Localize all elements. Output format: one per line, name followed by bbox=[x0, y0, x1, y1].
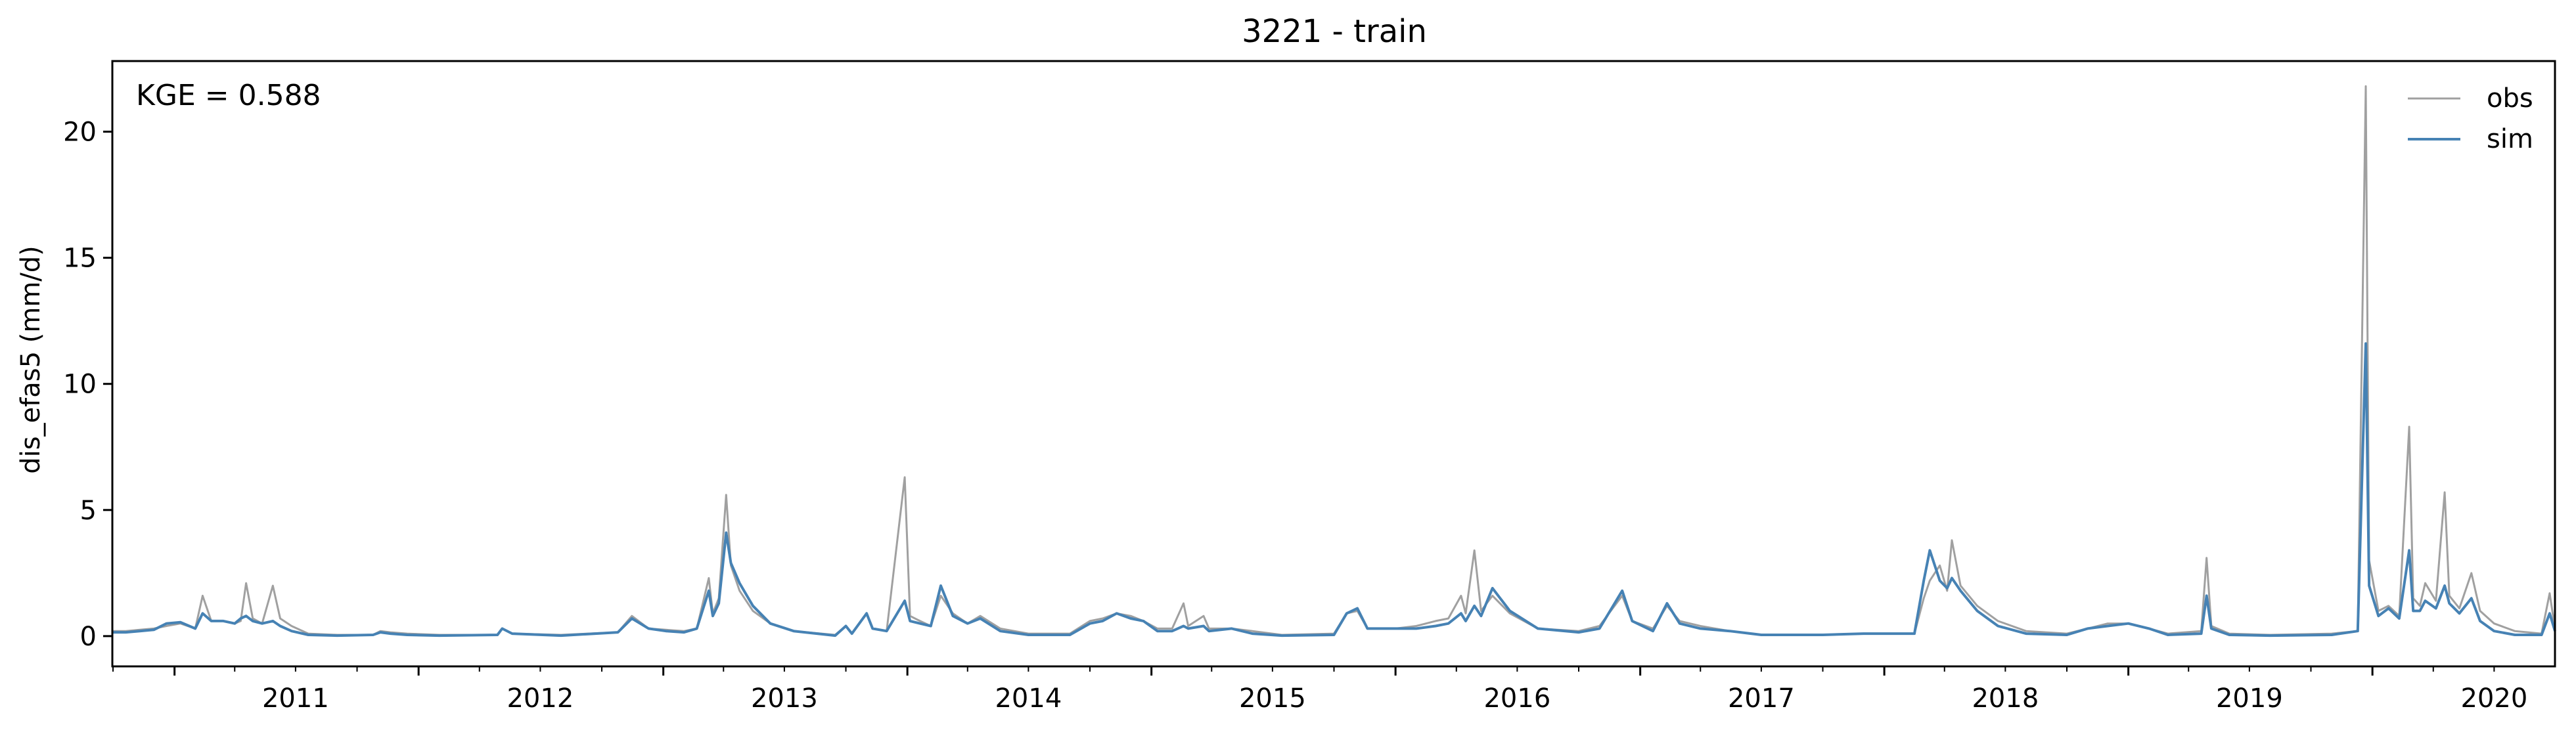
chart-title: 3221 - train bbox=[1242, 13, 1427, 50]
y-tick-label: 0 bbox=[80, 622, 97, 652]
x-tick-label: 2013 bbox=[751, 683, 818, 714]
y-axis-label: dis_efas5 (mm/d) bbox=[16, 246, 46, 474]
x-tick-label: 2015 bbox=[1239, 683, 1306, 714]
x-tick-label: 2011 bbox=[262, 683, 329, 714]
x-tick-label: 2012 bbox=[507, 683, 574, 714]
x-axis: 2011 2012 2013 2014 2015 2016 2017 2018 2019 2020 bbox=[112, 666, 2527, 714]
x-tick-label: 2020 bbox=[2460, 683, 2527, 714]
kge-annotation: KGE = 0.588 bbox=[136, 79, 321, 112]
x-tick-label: 2019 bbox=[2216, 683, 2283, 714]
y-axis: 0 5 10 15 20 bbox=[63, 118, 112, 652]
y-tick-label: 10 bbox=[63, 370, 97, 400]
legend-label-sim: sim bbox=[2487, 124, 2533, 154]
legend: obs sim bbox=[2408, 83, 2533, 154]
y-tick-label: 20 bbox=[63, 118, 97, 148]
legend-label-obs: obs bbox=[2487, 83, 2533, 114]
x-tick-label: 2018 bbox=[1972, 683, 2039, 714]
x-tick-label: 2017 bbox=[1728, 683, 1795, 714]
x-tick-label: 2014 bbox=[995, 683, 1062, 714]
y-tick-label: 5 bbox=[80, 496, 97, 526]
x-tick-label: 2016 bbox=[1483, 683, 1550, 714]
y-tick-label: 15 bbox=[63, 244, 97, 274]
series-line-sim bbox=[113, 342, 2556, 637]
plot-area bbox=[113, 85, 2556, 637]
